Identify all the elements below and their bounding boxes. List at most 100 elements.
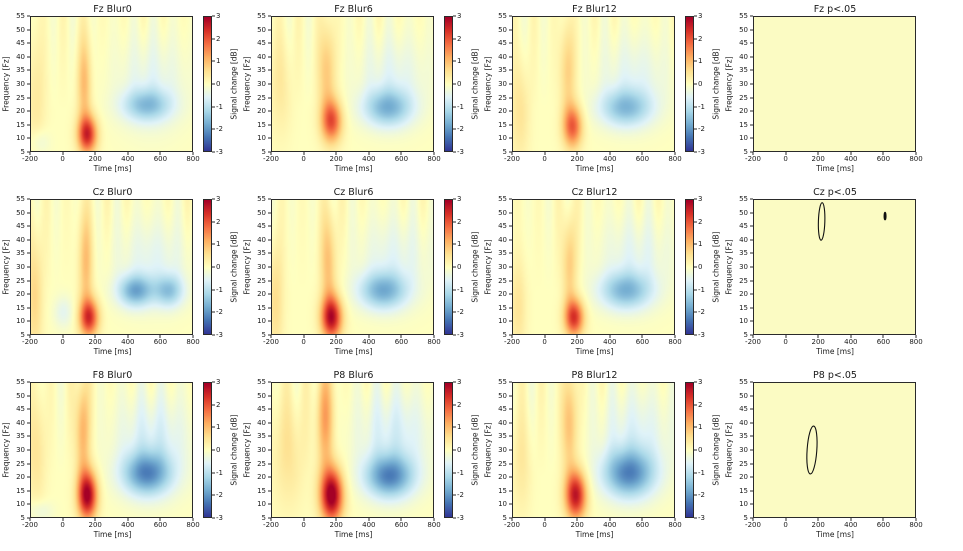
y-axis-label-text: Frequency [Fz] [242, 56, 251, 112]
y-tick-mark [27, 476, 30, 478]
x-tick-mark [94, 152, 96, 155]
heatmap-plot-area [512, 199, 675, 335]
colorbar-tick: -1 [216, 468, 223, 477]
colorbar-tick-mark [212, 198, 215, 200]
y-tick-mark [750, 225, 753, 227]
y-tick: 5 [261, 514, 266, 522]
y-tick-mark [750, 476, 753, 478]
y-tick-mark [509, 252, 512, 254]
y-tick-mark [27, 422, 30, 424]
y-tick: 50 [739, 391, 748, 400]
colorbar-tick: -2 [698, 308, 705, 317]
y-tick: 55 [16, 378, 25, 386]
x-tick: 400 [844, 338, 858, 346]
y-tick-mark [27, 29, 30, 31]
colorbar-tick: 3 [698, 195, 703, 203]
y-tick-mark [750, 395, 753, 397]
heatmap-plot-area [30, 382, 193, 518]
colorbar-tick-mark [453, 404, 456, 406]
y-tick: 30 [739, 263, 748, 271]
y-tick: 55 [257, 378, 266, 386]
y-tick-mark [509, 476, 512, 478]
y-tick: 45 [498, 405, 507, 414]
subplot-title: Fz Blur12 [572, 4, 617, 15]
subplot-title: Fz Blur6 [334, 4, 373, 15]
y-tick: 45 [498, 222, 507, 231]
colorbar-tick: 2 [457, 400, 462, 409]
y-tick-mark [509, 42, 512, 44]
y-tick: 55 [739, 378, 748, 386]
y-tick: 40 [257, 52, 266, 61]
significance-contour [818, 202, 826, 240]
y-tick: 15 [257, 486, 266, 495]
y-tick: 50 [16, 391, 25, 400]
colorbar-label-text: Signal change [dB] [229, 48, 238, 120]
y-tick: 55 [739, 195, 748, 203]
y-tick: 5 [20, 331, 25, 339]
y-tick-mark [268, 293, 271, 295]
y-tick-mark [268, 307, 271, 309]
y-tick-mark [268, 266, 271, 268]
y-tick: 20 [16, 473, 25, 482]
y-tick: 25 [257, 276, 266, 285]
x-tick: 600 [635, 338, 650, 346]
y-tick-mark [27, 69, 30, 71]
y-tick: 15 [16, 120, 25, 129]
colorbar-label: Signal change [dB] [228, 16, 239, 152]
x-tick-mark [127, 518, 129, 521]
y-tick-mark [27, 307, 30, 309]
y-tick-mark [750, 97, 753, 99]
y-axis-label-text: Frequency [Fz] [483, 56, 492, 112]
y-tick-mark [27, 198, 30, 200]
heatmap-canvas [31, 17, 192, 151]
colorbar-tick-mark [694, 15, 697, 17]
subplot-fz-blur6: Fz Blur6 Frequency [Fz] 55 50 45 40 35 30 25 20 15… [241, 0, 482, 183]
x-tick-mark [303, 152, 305, 155]
y-tick-mark [509, 307, 512, 309]
colorbar-gradient [445, 383, 452, 517]
x-axis-label: Time [ms] [816, 347, 854, 356]
y-axis-label-text: Frequency [Fz] [724, 239, 733, 295]
y-tick: 10 [257, 134, 266, 143]
x-tick: 600 [876, 521, 891, 529]
y-tick: 50 [498, 391, 507, 400]
y-axis-label: Frequency [Fz] [241, 199, 252, 335]
colorbar-tick: 3 [457, 378, 462, 386]
colorbar-gap [675, 16, 685, 152]
x-tick: 0 [60, 155, 65, 163]
colorbar-tick: 3 [698, 12, 703, 20]
x-tick-mark [368, 518, 370, 521]
x-tick-mark [303, 518, 305, 521]
significance-plot-area [753, 199, 916, 335]
x-axis-label: Time [ms] [816, 530, 854, 539]
y-tick-mark [750, 408, 753, 410]
subplot-fz-blur0: Fz Blur0 Frequency [Fz] 55 50 45 40 35 30 25 20 15… [0, 0, 241, 183]
y-tick: 5 [20, 148, 25, 156]
plot-main: Frequency [Fz] 55 50 45 40 35 30 25 20 15 10 5 [723, 195, 963, 339]
x-tick-mark [882, 335, 884, 338]
colorbar-gap [434, 199, 444, 335]
y-tick: 5 [743, 148, 748, 156]
y-tick-mark [509, 124, 512, 126]
colorbar-label-text: Signal change [dB] [229, 414, 238, 486]
subplot-title: Fz p<.05 [813, 4, 857, 15]
y-tick-mark [509, 97, 512, 99]
colorbar-label: Signal change [dB] [710, 16, 721, 152]
x-axis-label: Time [ms] [816, 164, 854, 173]
colorbar-tick-mark [453, 334, 456, 336]
colorbar-tick: 3 [457, 12, 462, 20]
heatmap-plot-area [512, 382, 675, 518]
y-axis-label: Frequency [Fz] [723, 16, 734, 152]
y-tick: 20 [498, 107, 507, 116]
x-tick-mark [752, 335, 754, 338]
y-tick-mark [750, 151, 753, 153]
colorbar-label-text: Signal change [dB] [229, 231, 238, 303]
y-tick-mark [750, 212, 753, 214]
colorbar [203, 16, 212, 152]
y-tick-mark [509, 110, 512, 112]
x-tick-mark [400, 335, 402, 338]
y-tick: 45 [257, 405, 266, 414]
heatmap-canvas [513, 383, 674, 517]
x-tick: 600 [153, 521, 168, 529]
colorbar-tick: -1 [457, 468, 464, 477]
